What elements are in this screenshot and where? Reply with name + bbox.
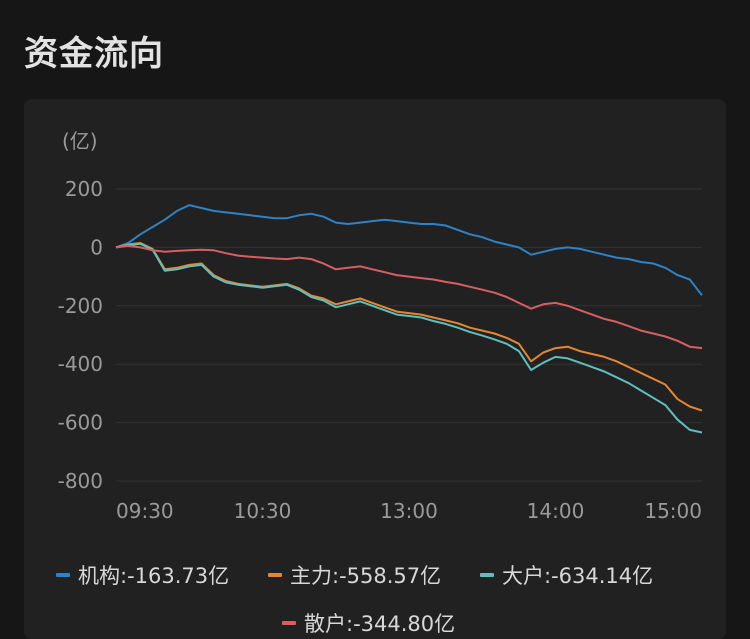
series-line-散户 (115, 244, 703, 350)
y-tick-label: -600 (58, 411, 103, 435)
legend-item-散户: 散户:-344.80亿 (282, 608, 455, 638)
legend-label: 机构:-163.73亿 (78, 564, 230, 588)
chart-legend: 机构:-163.73亿 主力:-558.57亿 大户:-634.14亿散户:-344… (0, 552, 750, 636)
x-tick-labels: 09:30 10:30 13:00 14:00 15:00 (116, 499, 702, 523)
legend-swatch (480, 573, 494, 577)
y-tick-label: 0 (90, 235, 103, 259)
y-tick-label: 200 (65, 177, 103, 201)
series-line-大户 (115, 242, 703, 434)
grid-lines (116, 188, 702, 482)
x-tick-label: 14:00 (527, 499, 585, 523)
legend-swatch (282, 621, 296, 625)
legend-item-大户: 大户:-634.14亿 (480, 560, 653, 590)
x-tick-label: 15:00 (644, 499, 702, 523)
legend-label: 主力:-558.57亿 (290, 564, 442, 588)
series-line-主力 (115, 242, 703, 412)
legend-item-机构: 机构:-163.73亿 (56, 560, 229, 590)
legend-label: 散户:-344.80亿 (304, 612, 456, 636)
x-tick-label: 10:30 (234, 499, 292, 523)
y-tick-label: -200 (58, 294, 103, 318)
series-line-机构 (115, 204, 703, 296)
legend-item-主力: 主力:-558.57亿 (268, 560, 441, 590)
fund-flow-chart: (亿) 200 0 -200 -400 -600 -800 09:30 10:30 13:00… (58, 129, 703, 523)
x-tick-label: 13:00 (380, 499, 438, 523)
y-tick-labels: 200 0 -200 -400 -600 -800 (58, 177, 103, 493)
series-lines (115, 204, 703, 434)
legend-swatch (268, 573, 282, 577)
y-tick-label: -400 (58, 352, 103, 376)
x-tick-label: 09:30 (116, 499, 174, 523)
y-tick-label: -800 (58, 469, 103, 493)
legend-label: 大户:-634.14亿 (502, 564, 654, 588)
y-axis-unit-label: (亿) (62, 129, 98, 153)
legend-swatch (56, 573, 70, 577)
page-title: 资金流向 (24, 34, 164, 74)
